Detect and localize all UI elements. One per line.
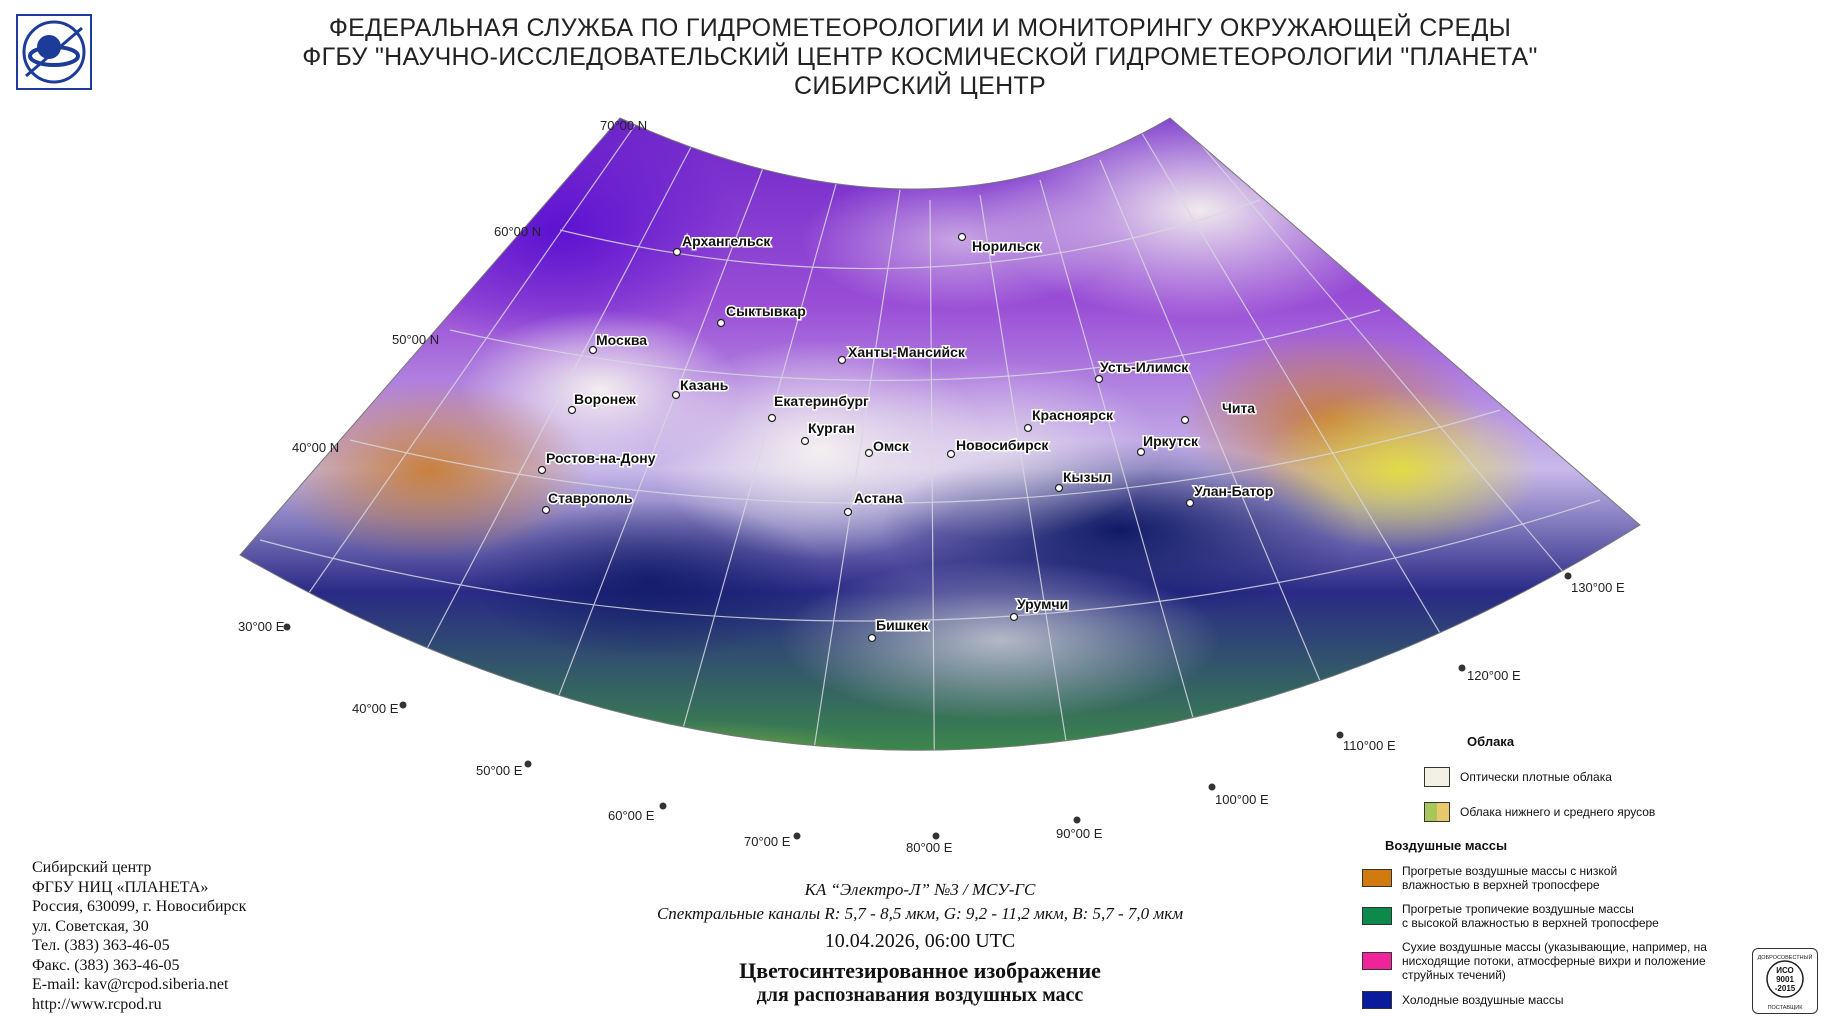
agency-header: ФЕДЕРАЛЬНАЯ СЛУЖБА ПО ГИДРОМЕТЕОРОЛОГИИ …: [0, 14, 1840, 101]
legend-swatch: [1362, 869, 1392, 887]
title-line-2: для распознавания воздушных масс: [756, 984, 1084, 1006]
legend-swatch: [1424, 802, 1450, 822]
header-line-3: СИБИРСКИЙ ЦЕНТР: [794, 72, 1046, 100]
legend-label: Сухие воздушные массы (указывающие, напр…: [1402, 940, 1707, 982]
legend-label-line: Холодные воздушные массы: [1402, 993, 1564, 1007]
city-markers: Архангельск Норильск Сыктывкар Москва Ха…: [537, 232, 1275, 643]
legend-label: Прогретые воздушные массы с низкой влажн…: [1402, 864, 1617, 892]
contact-org: Сибирский центр: [32, 859, 152, 876]
lat-label: 60°00 N: [494, 224, 541, 239]
legend-clouds-title: Облака: [1467, 734, 1515, 749]
legend-label-line: Сухие воздушные массы (указывающие, напр…: [1402, 940, 1707, 954]
legend-label-line: струйных течений): [1402, 968, 1506, 982]
legend-item: Прогретые воздушные массы с низкой влажн…: [1362, 864, 1617, 892]
city-label: Чита: [1222, 400, 1255, 416]
iso-certification-badge: ДОБРОСОВЕСТНЫЙ ИСО 9001 -2015 ПОСТАВЩИК: [1752, 948, 1818, 1014]
lat-label: 40°00 N: [292, 440, 339, 455]
lon-label: 70°00 E: [744, 834, 791, 849]
badge-number: 9001: [1776, 975, 1794, 984]
legend-label-line: влажностью в верхней тропосфере: [1402, 878, 1600, 892]
legend-swatch: [1424, 767, 1450, 787]
city-label: Усть-Илимск: [1100, 359, 1189, 375]
city-label: Улан-Батор: [1194, 483, 1273, 499]
legend-swatch: [1362, 907, 1392, 925]
lon-label: 80°00 E: [906, 840, 953, 855]
city-label: Красноярск: [1032, 407, 1114, 423]
city-label: Новосибирск: [956, 437, 1049, 453]
city-label: Ставрополь: [548, 490, 633, 506]
channels-caption: Спектральные каналы R: 5,7 - 8,5 мкм, G:…: [656, 904, 1184, 923]
header-line-1: ФЕДЕРАЛЬНАЯ СЛУЖБА ПО ГИДРОМЕТЕОРОЛОГИИ …: [328, 14, 1512, 42]
city-label: Кызыл: [1063, 469, 1111, 485]
legend-label: Оптически плотные облака: [1460, 770, 1612, 784]
legend-label-line: нисходящие потоки, атмосферные вихри и п…: [1402, 954, 1706, 968]
planeta-logo: [16, 14, 92, 90]
badge-bottom-text: ПОСТАВЩИК: [1768, 1005, 1804, 1011]
city-label: Екатеринбург: [774, 393, 869, 409]
lon-label: 110°00 E: [1343, 738, 1396, 753]
city-label: Омск: [873, 438, 910, 454]
legend-label: Холодные воздушные массы: [1402, 993, 1564, 1007]
legend-swatch: [1362, 991, 1392, 1009]
lon-label: 100°00 E: [1215, 792, 1269, 807]
legend-label: Облака нижнего и среднего ярусов: [1460, 805, 1656, 819]
contact-block: Сибирский центр ФГБУ НИЦ «ПЛАНЕТА» Росси…: [32, 858, 246, 1014]
legend-item: Прогретые тропичекие воздушные массы с в…: [1362, 902, 1659, 930]
contact-email: E-mail: kav@rcpod.siberia.net: [32, 976, 229, 993]
city-label: Ханты-Мансийск: [848, 344, 966, 360]
lon-label: 120°00 E: [1467, 668, 1521, 683]
title-line-1: Цветосинтезированное изображение: [739, 958, 1101, 983]
badge-iso: ИСО: [1776, 966, 1794, 975]
lat-label: 50°00 N: [392, 332, 439, 347]
city-label: Бишкек: [876, 617, 929, 633]
city-label: Архангельск: [682, 233, 771, 249]
city-label: Ростов-на-Дону: [546, 450, 656, 466]
lon-label: 30°00 E: [238, 619, 285, 634]
legend-item: Холодные воздушные массы: [1362, 991, 1564, 1009]
legend-item: Оптически плотные облака: [1424, 767, 1612, 787]
contact-phone: Тел. (383) 363-46-05: [32, 937, 170, 954]
city-label: Иркутск: [1143, 433, 1199, 449]
legend-air-title: Воздушные массы: [1385, 838, 1508, 853]
legend-label-line: Прогретые тропичекие воздушные массы: [1402, 902, 1634, 916]
city-label: Сыктывкар: [726, 303, 806, 319]
lon-label: 40°00 E: [352, 701, 399, 716]
contact-address: Россия, 630099, г. Новосибирск: [32, 898, 247, 915]
lon-label: 130°00 E: [1571, 580, 1625, 595]
legend-label-line: Прогретые воздушные массы с низкой: [1402, 864, 1618, 878]
legend-item: Облака нижнего и среднего ярусов: [1424, 802, 1655, 822]
lon-label: 60°00 E: [608, 808, 655, 823]
legend-item: Сухие воздушные массы (указывающие, напр…: [1362, 940, 1707, 982]
datetime-caption: 10.04.2026, 06:00 UTC: [824, 930, 1016, 952]
contact-fax: Факс. (383) 363-46-05: [32, 956, 180, 974]
latitude-labels: 70°00 N 60°00 N 50°00 N 40°00 N: [292, 118, 647, 455]
city-label: Москва: [596, 332, 647, 348]
contact-website: http://www.rcpod.ru: [32, 995, 162, 1013]
contact-street: ул. Советская, 30: [32, 917, 149, 935]
legend-label-line: с высокой влажностью в верхней тропосфер…: [1402, 916, 1659, 930]
city-label: Астана: [854, 490, 903, 506]
lon-label: 90°00 E: [1056, 826, 1103, 841]
city-label: Норильск: [972, 238, 1041, 254]
longitude-labels: 30°00 E 40°00 E 50°00 E 60°00 E 70°00 E …: [238, 572, 1625, 855]
contact-org-full: ФГБУ НИЦ «ПЛАНЕТА»: [32, 878, 209, 896]
legend-label: Прогретые тропичекие воздушные массы с в…: [1402, 902, 1659, 930]
badge-top-text: ДОБРОСОВЕСТНЫЙ: [1758, 953, 1813, 961]
lon-label: 50°00 E: [476, 763, 523, 778]
legend-swatch: [1362, 952, 1392, 970]
badge-year: -2015: [1775, 984, 1796, 993]
lat-label: 70°00 N: [600, 118, 647, 133]
city-label: Урумчи: [1017, 596, 1068, 612]
header-line-2: ФГБУ "НАУЧНО-ИССЛЕДОВАТЕЛЬСКИЙ ЦЕНТР КОС…: [302, 43, 1538, 71]
city-label: Казань: [680, 377, 729, 393]
satellite-caption: КА “Электро-Л” №3 / МСУ-ГС: [804, 880, 1036, 899]
city-label: Курган: [808, 420, 855, 436]
city-label: Воронеж: [574, 391, 637, 407]
